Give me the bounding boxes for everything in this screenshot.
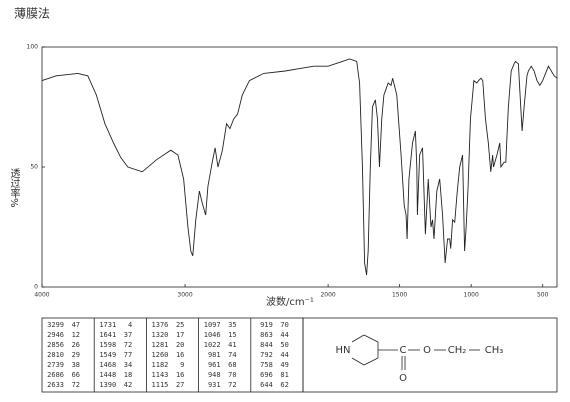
table-cell: 1281 bbox=[152, 341, 169, 349]
table-cell: 16 bbox=[176, 351, 184, 359]
table-cell: 1320 bbox=[152, 331, 169, 339]
table-cell: 37 bbox=[124, 331, 132, 339]
table-cell: 70 bbox=[280, 321, 288, 329]
table-cell: 50 bbox=[280, 341, 288, 349]
table-cell: 16 bbox=[176, 371, 184, 379]
x-axis-label: 波数/cm⁻¹ bbox=[266, 295, 314, 308]
x-tick-label: 1000 bbox=[464, 292, 479, 299]
table-cell: 66 bbox=[72, 371, 80, 379]
y-axis-label: 透过率% bbox=[8, 168, 20, 208]
table-cell: 1115 bbox=[152, 381, 169, 389]
table-cell: 1390 bbox=[99, 381, 116, 389]
table-cell: 1376 bbox=[152, 321, 169, 329]
y-tick-label: 100 bbox=[27, 44, 39, 51]
table-cell: 72 bbox=[228, 381, 236, 389]
table-cell: 2739 bbox=[47, 361, 64, 369]
table-cell: 1731 bbox=[99, 321, 116, 329]
x-tick-label: 1500 bbox=[392, 292, 407, 299]
table-cell: 34 bbox=[124, 361, 132, 369]
structure-atom: O bbox=[423, 345, 431, 356]
table-cell: 20 bbox=[176, 341, 184, 349]
table-cell: 1549 bbox=[99, 351, 116, 359]
table-cell: 863 bbox=[260, 331, 273, 339]
table-cell: 4 bbox=[128, 321, 132, 329]
x-tick-label: 3000 bbox=[177, 292, 192, 299]
x-tick-label: 2000 bbox=[320, 292, 335, 299]
table-cell: 2946 bbox=[47, 331, 64, 339]
table-cell: 948 bbox=[208, 371, 221, 379]
plot-frame bbox=[41, 46, 558, 288]
table-cell: 47 bbox=[72, 321, 80, 329]
table-cell: 792 bbox=[260, 351, 273, 359]
chart-title: 薄膜法 bbox=[14, 6, 50, 21]
table-cell: 42 bbox=[124, 381, 132, 389]
table-cell: 2810 bbox=[47, 351, 64, 359]
table-cell: 70 bbox=[228, 371, 236, 379]
table-cell: 919 bbox=[260, 321, 273, 329]
table-cell: 18 bbox=[124, 371, 132, 379]
table-cell: 44 bbox=[280, 331, 288, 339]
table-cell: 9 bbox=[180, 361, 184, 369]
table-cell: 2686 bbox=[47, 371, 64, 379]
table-cell: 68 bbox=[228, 361, 236, 369]
table-cell: 38 bbox=[72, 361, 80, 369]
structure bbox=[351, 334, 480, 370]
table-cell: 644 bbox=[260, 381, 273, 389]
table-cell: 961 bbox=[208, 361, 221, 369]
table-cell: 758 bbox=[260, 361, 273, 369]
table-cell: 72 bbox=[72, 381, 80, 389]
table-cell: 981 bbox=[208, 351, 221, 359]
x-tick-label: 500 bbox=[537, 292, 549, 299]
x-tick-label: 4000 bbox=[34, 292, 49, 299]
table-cell: 1143 bbox=[152, 371, 169, 379]
table-cell: 72 bbox=[124, 341, 132, 349]
y-tick-label: 50 bbox=[30, 164, 38, 171]
table-cell: 931 bbox=[208, 381, 221, 389]
structure-atom: CH₂ bbox=[448, 345, 467, 356]
spectrum-line bbox=[41, 58, 558, 276]
table-cell: 15 bbox=[228, 331, 236, 339]
structure-atom: CH₃ bbox=[485, 345, 504, 356]
table-cell: 74 bbox=[228, 351, 236, 359]
table-cell: 1260 bbox=[152, 351, 169, 359]
table-cell: 41 bbox=[228, 341, 236, 349]
table-cell: 12 bbox=[72, 331, 80, 339]
table-cell: 49 bbox=[280, 361, 288, 369]
structure-atom: HN bbox=[336, 345, 351, 356]
table-cell: 696 bbox=[260, 371, 273, 379]
table-cell: 81 bbox=[280, 371, 288, 379]
table-cell: 1598 bbox=[99, 341, 116, 349]
table-cell: 29 bbox=[72, 351, 80, 359]
table-cell: 26 bbox=[72, 341, 80, 349]
table-cell: 2633 bbox=[47, 381, 64, 389]
table-cell: 1097 bbox=[204, 321, 221, 329]
structure-atom: C bbox=[400, 345, 407, 356]
table-cell: 3299 bbox=[47, 321, 64, 329]
table-cell: 77 bbox=[124, 351, 132, 359]
table-cell: 1182 bbox=[152, 361, 169, 369]
structure-atom: O bbox=[399, 373, 407, 384]
table-cell: 62 bbox=[280, 381, 288, 389]
table-cell: 844 bbox=[260, 341, 273, 349]
table-cell: 25 bbox=[176, 321, 184, 329]
table-cell: 44 bbox=[280, 351, 288, 359]
table-cell: 35 bbox=[228, 321, 236, 329]
y-tick-label: 0 bbox=[34, 284, 38, 291]
table-cell: 1448 bbox=[99, 371, 116, 379]
table-cell: 1641 bbox=[99, 331, 116, 339]
table-cell: 27 bbox=[176, 381, 184, 389]
table-cell: 17 bbox=[176, 331, 184, 339]
table-cell: 2856 bbox=[47, 341, 64, 349]
table-cell: 1468 bbox=[99, 361, 116, 369]
table-cell: 1046 bbox=[204, 331, 221, 339]
table-cell: 1022 bbox=[204, 341, 221, 349]
structure-frame bbox=[302, 317, 558, 393]
